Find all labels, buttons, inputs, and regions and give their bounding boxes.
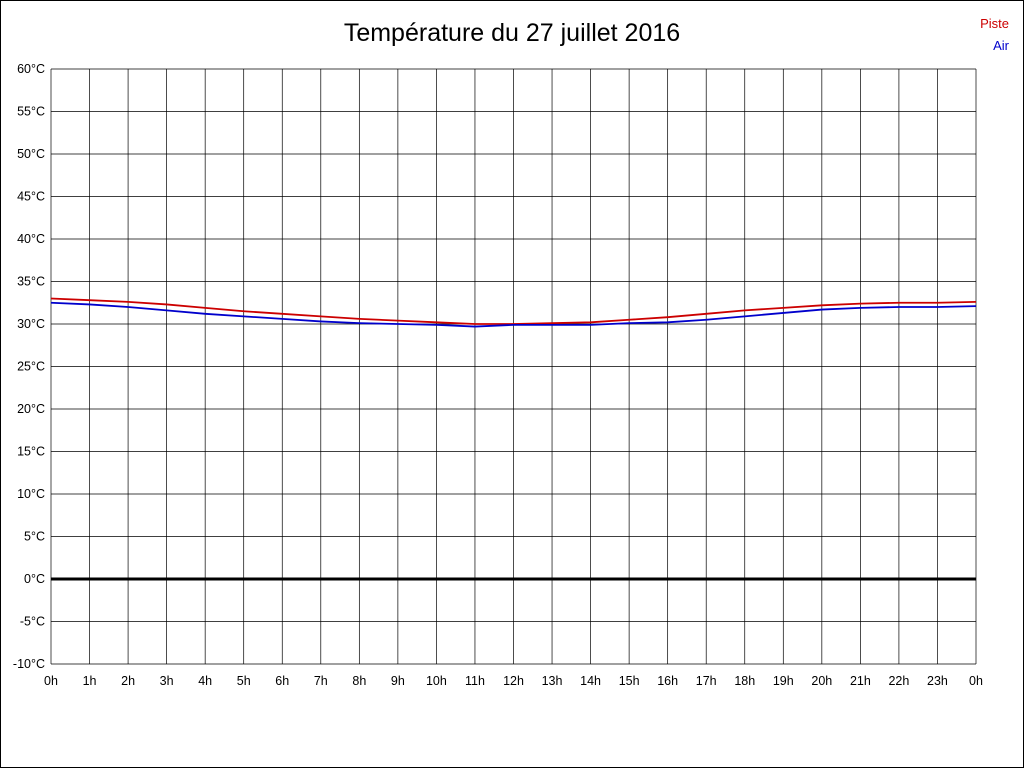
- svg-text:8h: 8h: [352, 674, 366, 688]
- legend-piste-label: Piste: [980, 16, 1009, 31]
- svg-text:6h: 6h: [275, 674, 289, 688]
- svg-text:22h: 22h: [888, 674, 909, 688]
- svg-text:-10°C: -10°C: [13, 657, 45, 671]
- chart-legend: Piste Air: [980, 13, 1009, 57]
- legend-air-label: Air: [993, 38, 1009, 54]
- svg-text:25°C: 25°C: [17, 360, 45, 374]
- svg-text:30°C: 30°C: [17, 317, 45, 331]
- svg-text:10h: 10h: [426, 674, 447, 688]
- svg-text:11h: 11h: [465, 674, 485, 688]
- svg-text:0h: 0h: [44, 674, 58, 688]
- svg-text:10°C: 10°C: [17, 487, 45, 501]
- svg-text:4h: 4h: [198, 674, 212, 688]
- svg-text:55°C: 55°C: [17, 105, 45, 119]
- svg-text:18h: 18h: [734, 674, 755, 688]
- svg-text:1h: 1h: [83, 674, 97, 688]
- svg-text:40°C: 40°C: [17, 232, 45, 246]
- svg-text:-5°C: -5°C: [20, 615, 45, 629]
- svg-text:15h: 15h: [619, 674, 640, 688]
- svg-text:16h: 16h: [657, 674, 678, 688]
- svg-text:35°C: 35°C: [17, 275, 45, 289]
- svg-text:2h: 2h: [121, 674, 135, 688]
- svg-text:7h: 7h: [314, 674, 328, 688]
- svg-text:45°C: 45°C: [17, 190, 45, 204]
- svg-text:5°C: 5°C: [24, 530, 45, 544]
- svg-text:20°C: 20°C: [17, 402, 45, 416]
- svg-text:60°C: 60°C: [17, 62, 45, 76]
- legend-item-piste: Piste: [980, 13, 1009, 35]
- svg-text:5h: 5h: [237, 674, 251, 688]
- svg-text:23h: 23h: [927, 674, 948, 688]
- svg-text:3h: 3h: [160, 674, 174, 688]
- svg-text:21h: 21h: [850, 674, 871, 688]
- svg-text:12h: 12h: [503, 674, 524, 688]
- svg-text:20h: 20h: [811, 674, 832, 688]
- svg-text:15°C: 15°C: [17, 445, 45, 459]
- svg-text:14h: 14h: [580, 674, 601, 688]
- legend-item-air: Air: [980, 35, 1009, 57]
- svg-text:0h: 0h: [969, 674, 983, 688]
- svg-text:9h: 9h: [391, 674, 405, 688]
- svg-text:13h: 13h: [542, 674, 563, 688]
- svg-text:17h: 17h: [696, 674, 717, 688]
- svg-text:19h: 19h: [773, 674, 794, 688]
- chart-title: Température du 27 juillet 2016: [343, 19, 681, 47]
- svg-text:0°C: 0°C: [24, 572, 45, 586]
- svg-text:50°C: 50°C: [17, 147, 45, 161]
